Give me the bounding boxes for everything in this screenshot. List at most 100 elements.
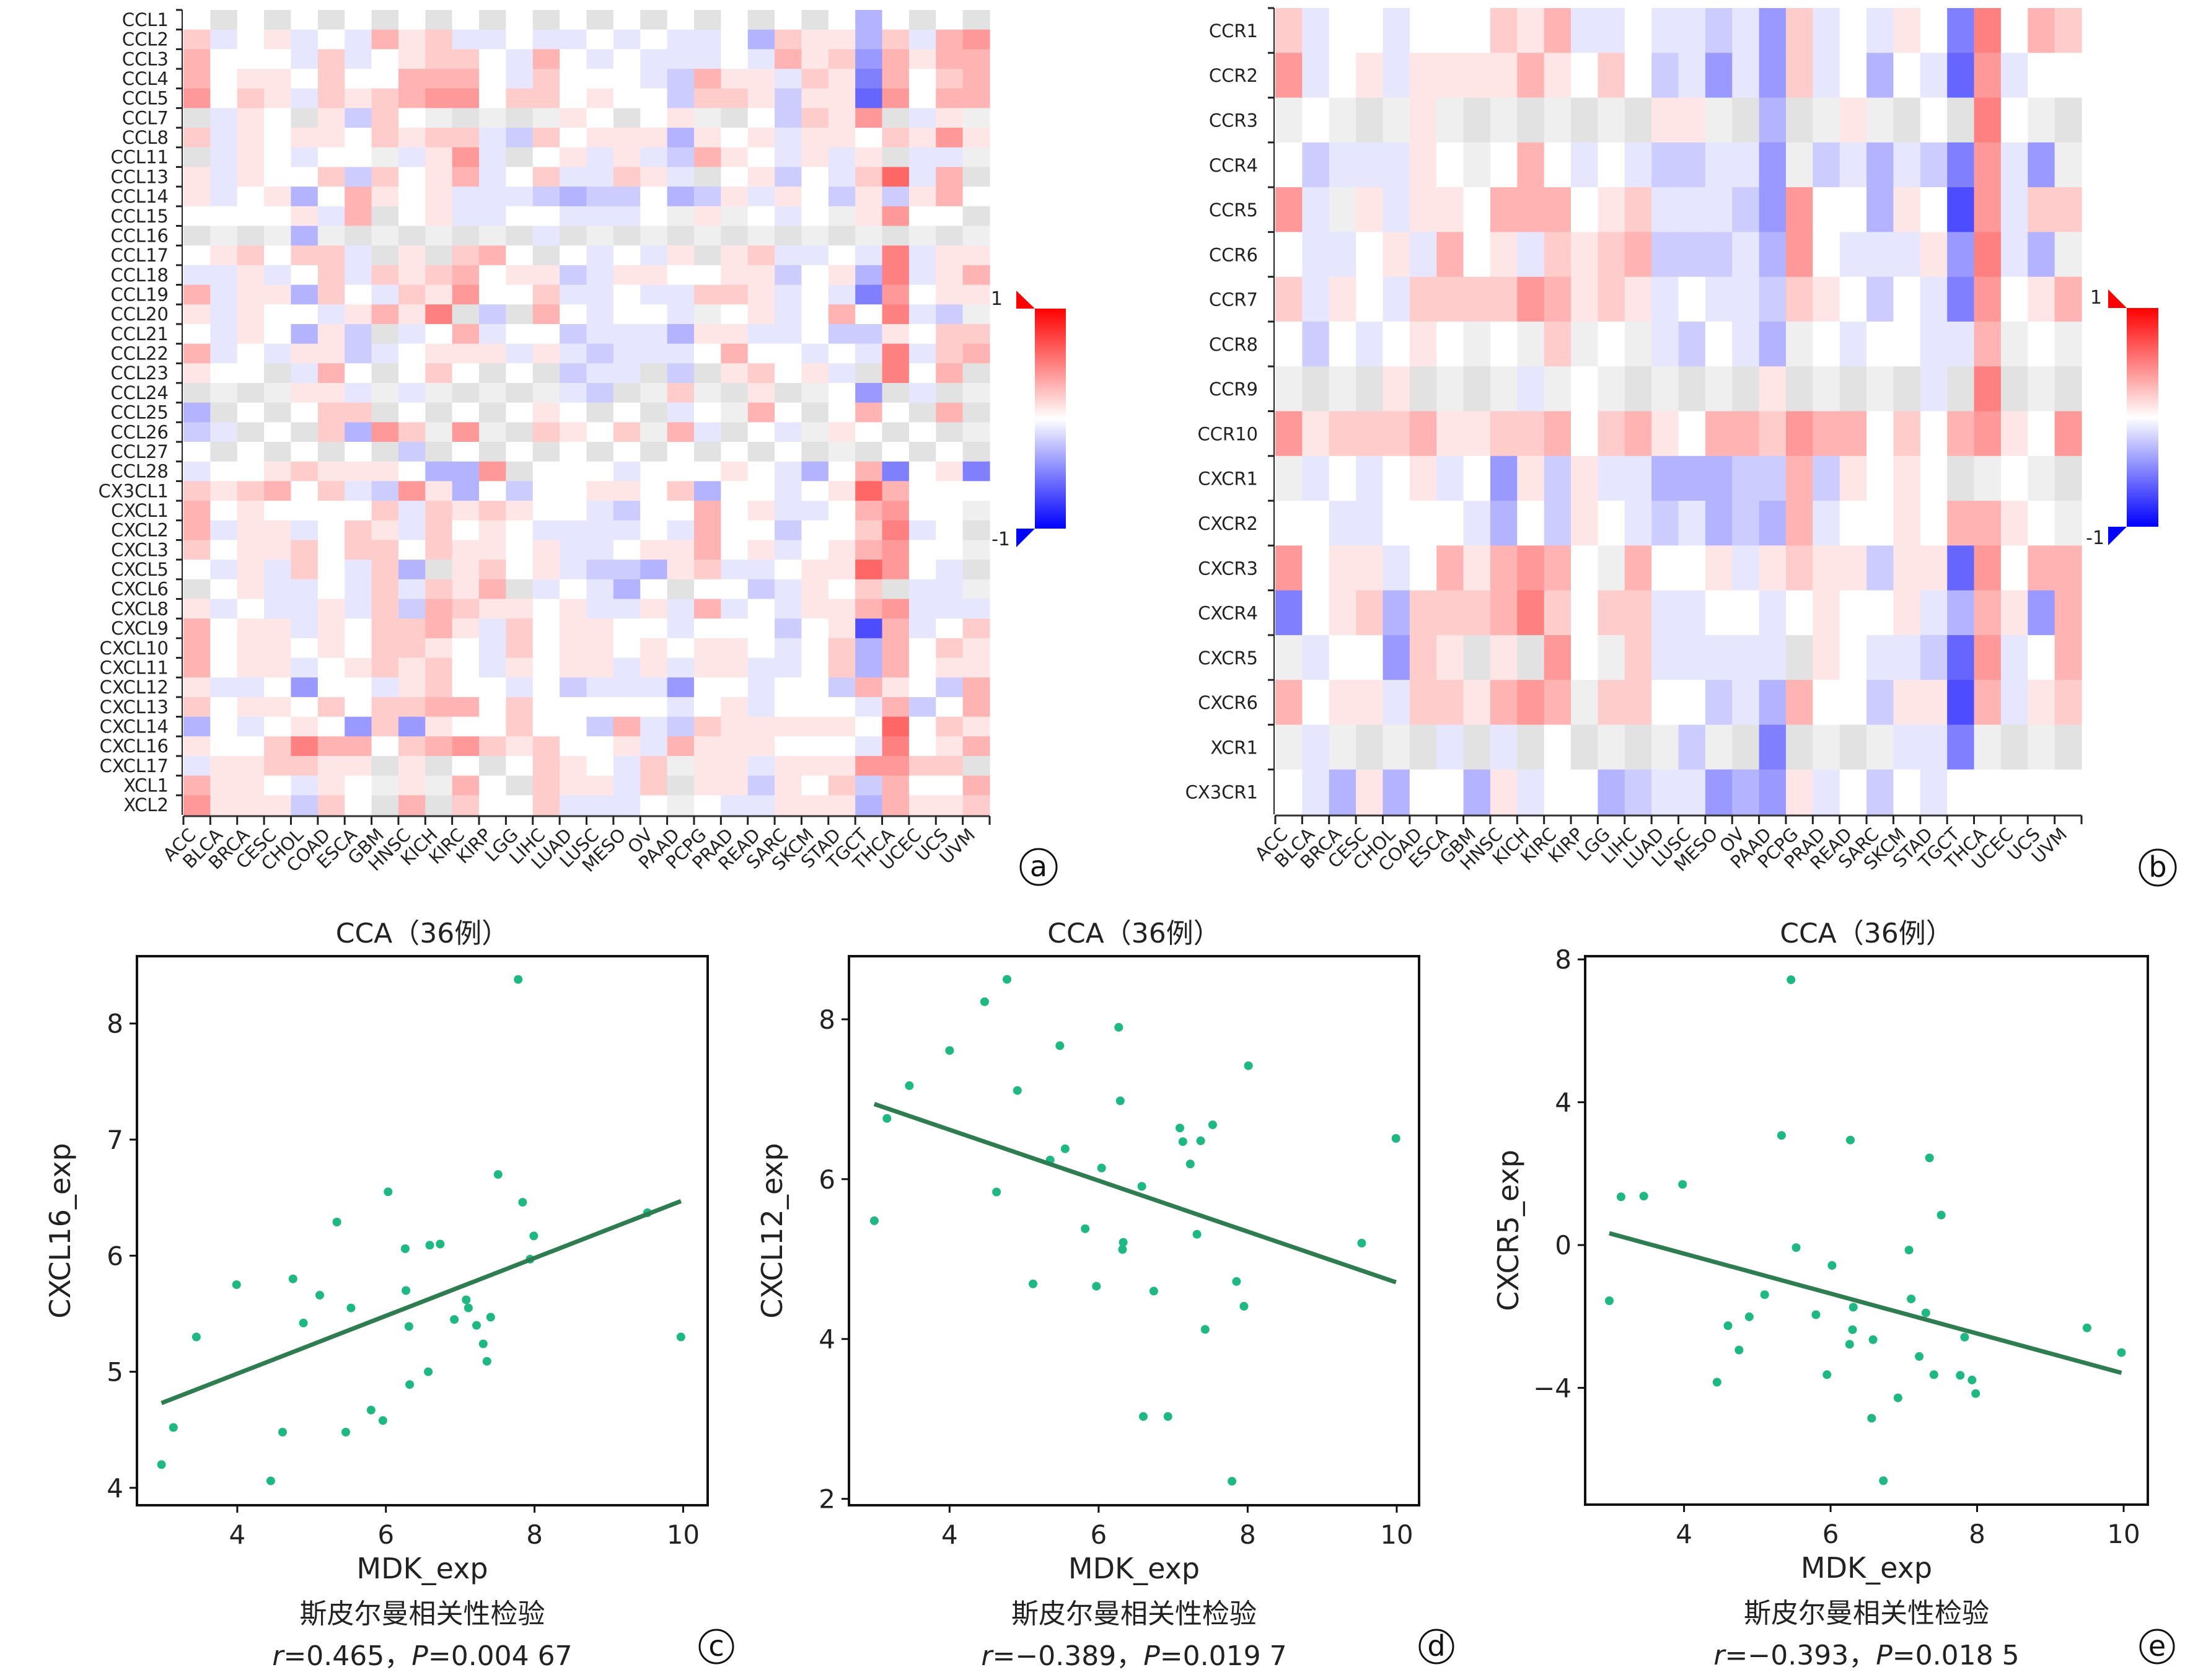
heatmap-cell — [2028, 411, 2055, 457]
heatmap-cell — [1436, 276, 1464, 322]
heatmap-cell — [855, 520, 883, 541]
heatmap-cell — [855, 422, 883, 442]
heatmap-cell — [1517, 411, 1545, 457]
heatmap-cell — [210, 49, 238, 69]
heatmap-cell — [667, 88, 695, 109]
heatmap-cell — [1839, 53, 1867, 99]
heatmap-cell — [371, 363, 399, 384]
heatmap-cell — [560, 323, 587, 345]
scatter-point — [1822, 1370, 1832, 1379]
heatmap-cell — [721, 501, 749, 521]
scatter-point — [1185, 1159, 1195, 1169]
heatmap-cell — [613, 422, 641, 442]
heatmap-cell — [345, 167, 372, 187]
heatmap-cell — [586, 618, 614, 639]
heatmap-cell — [425, 677, 453, 698]
heatmap-cell — [210, 657, 238, 678]
heatmap-cell — [237, 560, 265, 580]
heatmap-cell — [775, 560, 802, 580]
heatmap-cell — [855, 775, 883, 796]
heatmap-cell — [640, 206, 668, 227]
heatmap-cell — [425, 775, 453, 796]
heatmap-cell — [317, 501, 345, 521]
heatmap-cell — [1893, 53, 1921, 99]
heatmap-cell — [371, 402, 399, 423]
heatmap-cell — [237, 618, 265, 639]
heatmap-cell — [1947, 635, 1975, 680]
heatmap-cell — [908, 167, 936, 187]
heatmap-cell — [425, 343, 453, 364]
heatmap-cell — [1302, 97, 1330, 143]
heatmap-cell — [560, 697, 587, 718]
heatmap-cell — [882, 402, 910, 423]
heatmap-cell — [210, 128, 238, 148]
heatmap-cell — [1732, 97, 1760, 143]
heatmap-cell — [962, 716, 990, 737]
heatmap-cell — [425, 187, 453, 207]
heatmap-cell — [532, 755, 560, 776]
heatmap-cell — [317, 187, 345, 207]
heatmap-cell — [1785, 232, 1813, 278]
heatmap-cell — [962, 442, 990, 462]
heatmap-cell — [693, 88, 721, 109]
scatter-point — [529, 1231, 539, 1241]
heatmap-cell — [264, 755, 292, 776]
heatmap-cell — [667, 697, 695, 718]
heatmap-cell — [882, 540, 910, 560]
heatmap-cell — [1383, 232, 1410, 278]
heatmap-cell — [532, 540, 560, 560]
heatmap-cell — [1678, 142, 1706, 188]
heatmap-cell — [908, 716, 936, 737]
scatter-point — [1115, 1096, 1125, 1106]
heatmap-cell — [1732, 321, 1760, 367]
heatmap-cell — [640, 284, 668, 305]
heatmap-cell — [1356, 635, 1384, 680]
heatmap-cell — [1893, 680, 1921, 726]
heatmap-cell — [479, 442, 506, 462]
heatmap-cell — [693, 520, 721, 541]
heatmap-cell — [371, 343, 399, 364]
heatmap-cell — [962, 245, 990, 266]
heatmap-cell — [1275, 635, 1303, 680]
heatmap-cell — [425, 442, 453, 462]
scatter-point — [1967, 1375, 1977, 1384]
heatmap-cell — [1571, 8, 1598, 53]
heatmap-cell — [291, 206, 319, 227]
heatmap-cell — [1302, 545, 1330, 591]
heatmap-cell — [882, 147, 910, 168]
heatmap-cell — [1624, 276, 1652, 322]
heatmap-cell — [1544, 142, 1572, 188]
heatmap-cell — [1383, 187, 1410, 232]
heatmap-cell — [1974, 545, 2002, 591]
heatmap-cell — [398, 579, 426, 600]
row-label: CXCL6 — [111, 579, 169, 600]
heatmap-cell — [1651, 232, 1679, 278]
heatmap-cell — [613, 10, 641, 30]
row-label: CXCL10 — [100, 638, 169, 659]
heatmap-cell — [210, 520, 238, 541]
heatmap-cell — [1383, 501, 1410, 546]
p-value: =0.004 67 — [428, 1640, 573, 1672]
heatmap-cell — [264, 775, 292, 796]
row-label: CCL13 — [110, 166, 169, 187]
heatmap-cell — [586, 481, 614, 501]
heatmap-cell — [1920, 232, 1948, 278]
heatmap-cell — [693, 206, 721, 227]
heatmap-cell — [1490, 680, 1518, 726]
heatmap-cell — [1678, 724, 1706, 770]
heatmap-cell — [183, 716, 211, 737]
heatmap-cell — [882, 108, 910, 128]
heatmap-cell — [1813, 590, 1840, 636]
heatmap-cell — [1436, 321, 1464, 367]
heatmap-cell — [1275, 276, 1303, 322]
heatmap-cell — [1463, 142, 1491, 188]
heatmap-cell — [828, 245, 856, 266]
heatmap-cell — [2028, 680, 2055, 726]
row-label: CCL26 — [110, 421, 169, 442]
heatmap-cell — [1383, 455, 1410, 501]
heatmap-cell — [1490, 724, 1518, 770]
heatmap-cell — [1517, 97, 1545, 143]
heatmap-cell — [855, 108, 883, 128]
heatmap-cell — [479, 422, 506, 442]
heatmap-cell — [908, 304, 936, 325]
